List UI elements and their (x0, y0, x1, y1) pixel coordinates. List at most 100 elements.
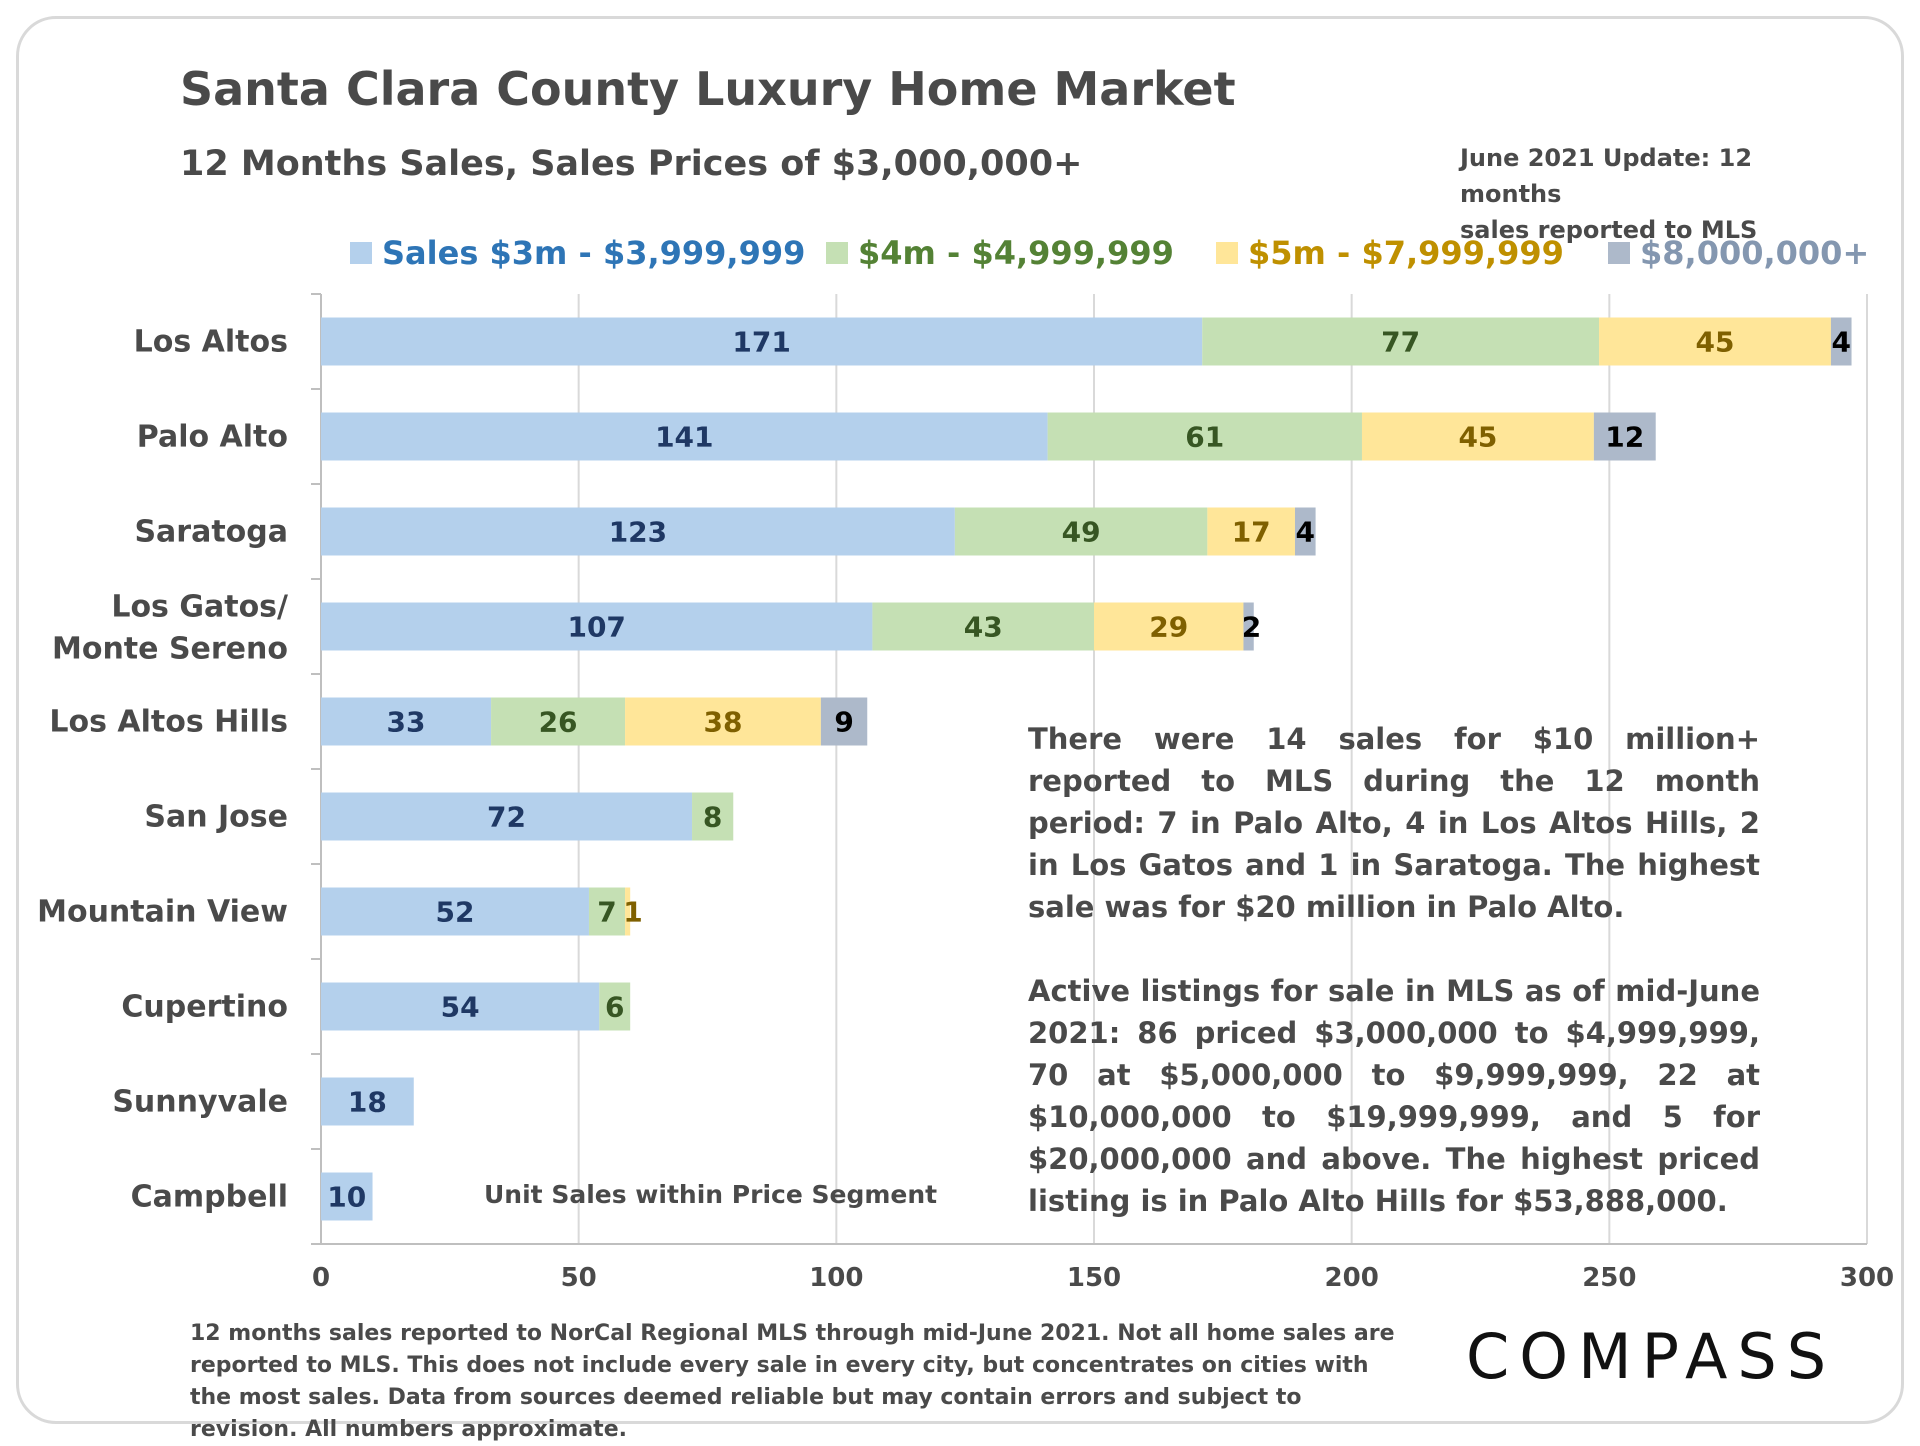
bar-segment (692, 792, 734, 841)
bar-segment (1047, 412, 1362, 461)
legend-label-3m: Sales $3m - $3,999,999 (382, 234, 806, 272)
x-tick-label: 100 (809, 1263, 863, 1293)
market-note-sales: There were 14 sales for $10 million+ rep… (1028, 722, 1760, 924)
bar-segment (588, 887, 626, 936)
legend-swatch-8m (1608, 242, 1630, 264)
bar-data-label: 18 (348, 1086, 387, 1119)
category-label: San Jose (144, 800, 288, 835)
bar-data-label: 49 (1062, 516, 1101, 549)
category-label: Los Altos Hills (49, 705, 288, 740)
bar-segment (1361, 412, 1594, 461)
chart-title: Santa Clara County Luxury Home Market (180, 62, 1236, 116)
bar-segment (321, 602, 873, 651)
bar-data-label: 17 (1232, 516, 1271, 549)
bar-segment (321, 412, 1048, 461)
bar-segment (1599, 317, 1831, 366)
bar-data-label: 72 (487, 801, 526, 834)
update-note-line-2: sales reported to MLS (1460, 216, 1758, 244)
x-axis-label: Unit Sales within Price Segment (484, 1180, 938, 1209)
x-tick-label: 250 (1582, 1263, 1636, 1293)
category-label: Los Gatos/ (111, 590, 288, 625)
legend-item-8m: $8,000,000+ (1608, 230, 1869, 276)
category-label: Los Altos (134, 325, 288, 360)
legend-item-4m: $4m - $4,999,999 (826, 230, 1174, 276)
bar-data-label: 38 (703, 706, 742, 739)
legend-swatch-5m (1216, 242, 1238, 264)
legend-swatch-4m (826, 242, 848, 264)
x-tick-label: 150 (1067, 1263, 1121, 1293)
bar-segment (321, 697, 492, 746)
bar-data-label: 52 (436, 896, 475, 929)
bar-data-label: 141 (655, 421, 713, 454)
category-label: Campbell (131, 1180, 288, 1215)
compass-logo: COMPASS (1466, 1320, 1837, 1393)
category-label: Palo Alto (137, 420, 288, 455)
bar-segment (491, 697, 626, 746)
legend-label-5m: $5m - $7,999,999 (1248, 234, 1564, 272)
bar-data-label: 12 (1605, 421, 1644, 454)
bar-segment (1830, 317, 1852, 366)
bar-data-label: 8 (703, 801, 722, 834)
bar-segment (954, 507, 1208, 556)
bar-data-label: 61 (1185, 421, 1224, 454)
legend-item-3m: Sales $3m - $3,999,999 (350, 230, 805, 276)
bar-data-label: 6 (605, 991, 624, 1024)
bar-segment (321, 887, 589, 936)
category-label: Mountain View (37, 895, 288, 930)
chart-subtitle: 12 Months Sales, Sales Prices of $3,000,… (180, 144, 1083, 184)
bar-segment (1593, 412, 1656, 461)
bar-segment (321, 317, 1203, 366)
legend-label-4m: $4m - $4,999,999 (858, 234, 1174, 272)
bar-segment (1094, 602, 1244, 651)
bar-data-label: 45 (1695, 326, 1734, 359)
update-note: June 2021 Update: 12 months sales report… (1460, 140, 1860, 248)
bar-segment (1202, 317, 1600, 366)
update-note-line-1: June 2021 Update: 12 months (1460, 144, 1753, 208)
bar-data-label: 4 (1296, 516, 1315, 549)
bar-segment (321, 1172, 373, 1221)
x-tick-label: 50 (561, 1263, 597, 1293)
bar-segment (321, 1077, 414, 1126)
category-label: Saratoga (134, 515, 288, 550)
market-note: There were 14 sales for $10 million+ rep… (1028, 718, 1760, 1264)
legend-item-5m: $5m - $7,999,999 (1216, 230, 1564, 276)
bar-segment (625, 887, 631, 936)
bar-segment (872, 602, 1094, 651)
category-label: Sunnyvale (112, 1085, 288, 1120)
x-tick-label: 300 (1840, 1263, 1894, 1293)
x-tick-label: 200 (1325, 1263, 1379, 1293)
bar-data-label: 1 (623, 896, 642, 929)
footnote: 12 months sales reported to NorCal Regio… (190, 1321, 1395, 1442)
bar-segment (599, 982, 631, 1031)
bar-data-label: 7 (597, 896, 616, 929)
bar-data-label: 9 (834, 706, 853, 739)
bar-data-label: 107 (567, 611, 625, 644)
bar-segment (321, 507, 955, 556)
bar-segment (1243, 602, 1254, 651)
bar-segment (820, 697, 868, 746)
category-label: Monte Sereno (52, 632, 288, 667)
bar-data-label: 123 (609, 516, 667, 549)
x-tick-label: 0 (312, 1263, 330, 1293)
legend-label-8m: $8,000,000+ (1640, 234, 1870, 272)
bar-data-label: 29 (1149, 611, 1188, 644)
chart-frame (16, 16, 1904, 1424)
bar-segment (321, 982, 600, 1031)
legend-swatch-3m (350, 242, 372, 264)
bar-data-label: 2 (1242, 611, 1261, 644)
bar-data-label: 171 (732, 326, 790, 359)
bar-data-label: 54 (441, 991, 480, 1024)
bar-data-label: 33 (387, 706, 426, 739)
bar-data-label: 10 (327, 1181, 366, 1214)
bar-segment (321, 792, 693, 841)
bar-data-label: 77 (1381, 326, 1420, 359)
bar-data-label: 43 (964, 611, 1003, 644)
bar-segment (625, 697, 821, 746)
bar-data-label: 4 (1831, 326, 1850, 359)
bar-segment (1207, 507, 1295, 556)
market-note-listings: Active listings for sale in MLS as of mi… (1028, 974, 1760, 1218)
bar-data-label: 45 (1458, 421, 1497, 454)
bar-data-label: 26 (539, 706, 578, 739)
bar-segment (1294, 507, 1316, 556)
